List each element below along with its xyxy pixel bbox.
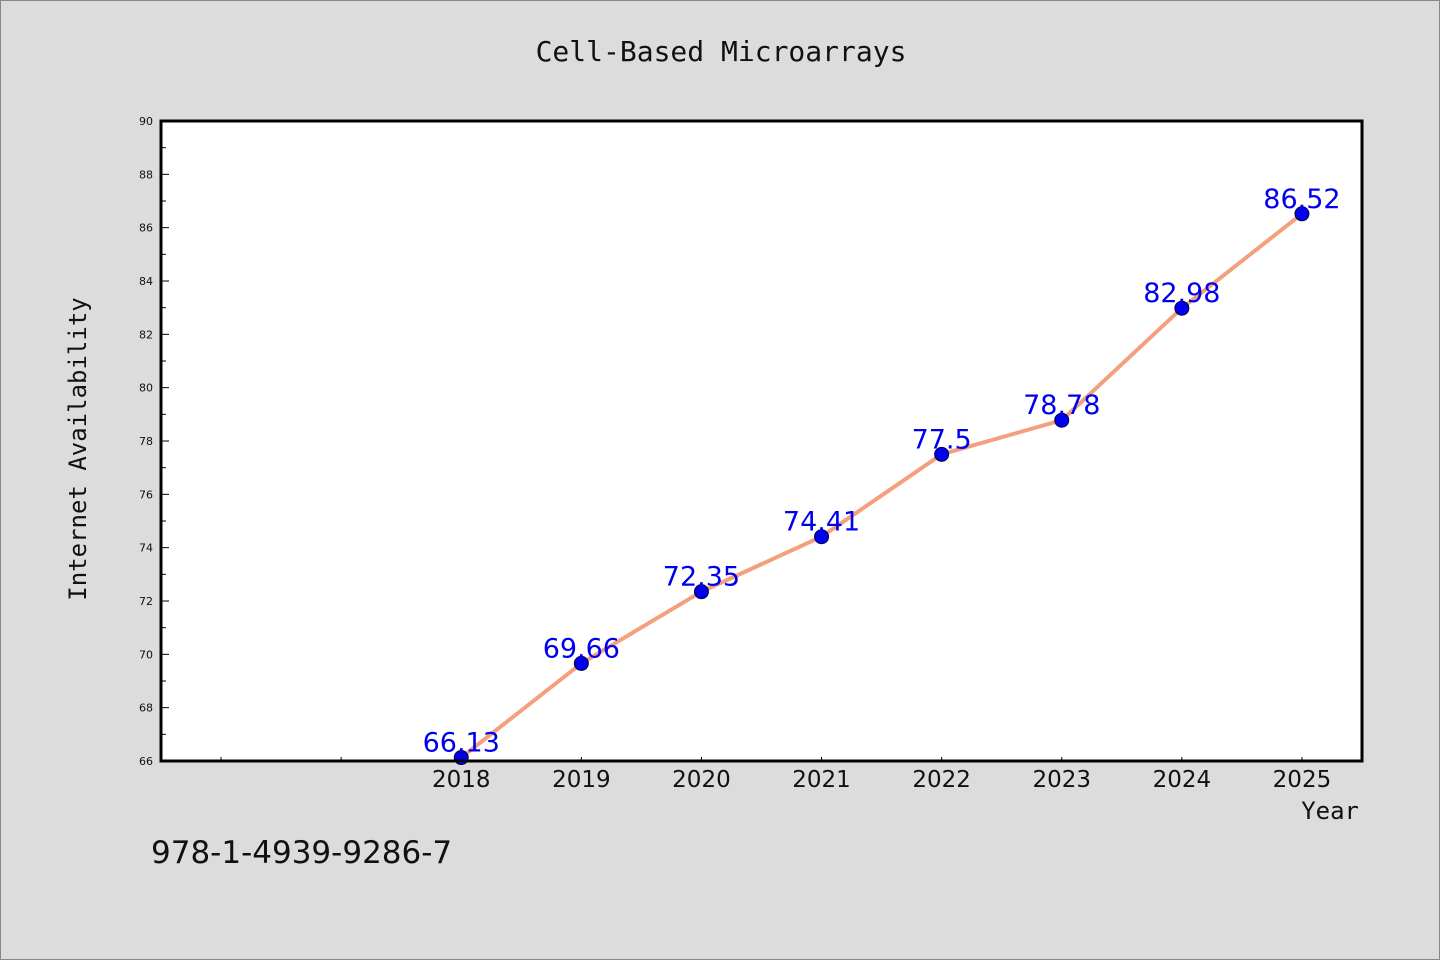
data-point [934,446,950,462]
x-axis-label: Year [1301,797,1359,825]
y-tick-label: 70 [139,648,153,661]
y-tick-label: 82 [139,328,153,341]
y-tick-label: 78 [139,435,153,448]
data-label: 86.52 [1263,184,1340,215]
y-tick-label: 84 [139,275,153,288]
data-point [1054,412,1070,428]
y-tick-label: 66 [139,755,153,768]
footnote-isbn: 978-1-4939-9286-7 [151,835,453,871]
data-label: 72.35 [663,562,740,593]
data-label: 74.41 [783,507,860,538]
y-tick-label: 88 [139,168,153,181]
x-tick-label: 2022 [912,767,971,793]
x-tick-label: 2021 [792,767,851,793]
x-tick-label: 2024 [1153,767,1212,793]
y-axis-ticks: 66 68 70 72 74 76 78 80 82 84 86 88 90 [139,115,169,768]
data-point [573,655,589,671]
x-tick-label: 2019 [552,767,611,793]
data-labels: 66.13 69.66 72.35 74.41 77.5 78.78 82.98 86.52 [423,184,1341,759]
data-label: 78.78 [1023,390,1100,421]
data-point [693,584,709,600]
y-tick-label: 74 [139,542,153,555]
plot-background [161,121,1362,761]
data-label: 66.13 [423,728,500,759]
plot-frame [159,119,1364,763]
data-label: 77.5 [912,424,972,455]
y-tick-label: 90 [139,115,153,128]
y-tick-label: 80 [139,382,153,395]
y-tick-label: 76 [139,488,153,501]
data-point [1174,300,1190,316]
y-tick-label: 72 [139,595,153,608]
data-label: 82.98 [1143,278,1220,309]
x-axis-ticks: 2018 2019 2020 2021 2022 2023 2024 2025 [220,757,1332,793]
x-tick-label: 2023 [1032,767,1091,793]
chart-title: Cell-Based Microarrays [535,35,907,68]
data-point [1294,206,1310,222]
series-line [460,212,1304,760]
data-label: 69.66 [543,633,620,664]
x-tick-label: 2020 [672,767,731,793]
y-tick-label: 68 [139,702,153,715]
x-tick-label: 2025 [1273,767,1332,793]
x-tick-label: 2018 [432,767,491,793]
y-tick-label: 86 [139,222,153,235]
data-point [814,529,830,545]
